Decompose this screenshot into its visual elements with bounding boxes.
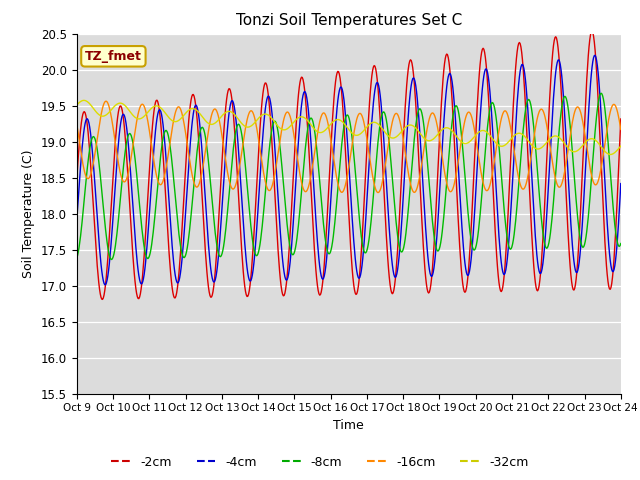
-32cm bbox=[431, 134, 439, 140]
-4cm bbox=[83, 116, 90, 122]
X-axis label: Time: Time bbox=[333, 419, 364, 432]
-2cm bbox=[83, 117, 90, 123]
Line: -8cm: -8cm bbox=[77, 93, 621, 260]
-32cm bbox=[617, 143, 625, 149]
-4cm bbox=[101, 282, 109, 288]
-4cm bbox=[140, 276, 147, 282]
-4cm bbox=[73, 216, 81, 222]
-8cm bbox=[140, 239, 147, 244]
-16cm bbox=[417, 170, 424, 176]
-8cm bbox=[108, 257, 115, 263]
-2cm bbox=[416, 172, 424, 178]
-32cm bbox=[606, 152, 614, 157]
-2cm bbox=[223, 91, 231, 97]
-2cm bbox=[99, 297, 106, 302]
-4cm bbox=[416, 125, 424, 131]
-16cm bbox=[73, 121, 81, 127]
Y-axis label: Soil Temperature (C): Soil Temperature (C) bbox=[22, 149, 35, 278]
-32cm bbox=[73, 102, 81, 108]
-4cm bbox=[223, 127, 231, 132]
-2cm bbox=[73, 176, 81, 181]
-8cm bbox=[416, 106, 424, 112]
-2cm bbox=[195, 136, 202, 142]
Line: -4cm: -4cm bbox=[77, 55, 621, 285]
-8cm bbox=[617, 240, 625, 246]
-16cm bbox=[140, 102, 147, 108]
-16cm bbox=[83, 175, 90, 180]
-16cm bbox=[374, 190, 382, 195]
-2cm bbox=[431, 217, 439, 223]
-8cm bbox=[431, 242, 439, 248]
-8cm bbox=[223, 210, 231, 216]
Line: -2cm: -2cm bbox=[77, 31, 621, 300]
-8cm bbox=[73, 255, 81, 261]
-32cm bbox=[140, 114, 147, 120]
-8cm bbox=[83, 171, 90, 177]
-32cm bbox=[80, 97, 88, 103]
Text: TZ_fmet: TZ_fmet bbox=[85, 50, 142, 63]
-32cm bbox=[84, 99, 92, 105]
-2cm bbox=[140, 263, 147, 269]
-2cm bbox=[588, 28, 596, 34]
Title: Tonzi Soil Temperatures Set C: Tonzi Soil Temperatures Set C bbox=[236, 13, 462, 28]
-16cm bbox=[102, 98, 110, 104]
-8cm bbox=[195, 137, 202, 143]
Legend: -2cm, -4cm, -8cm, -16cm, -32cm: -2cm, -4cm, -8cm, -16cm, -32cm bbox=[106, 451, 534, 474]
-16cm bbox=[195, 182, 202, 188]
-32cm bbox=[195, 109, 202, 115]
-2cm bbox=[617, 116, 625, 122]
-16cm bbox=[617, 127, 625, 132]
-4cm bbox=[431, 252, 439, 257]
-4cm bbox=[617, 180, 625, 186]
-8cm bbox=[597, 90, 605, 96]
-32cm bbox=[416, 130, 424, 135]
Line: -32cm: -32cm bbox=[77, 100, 621, 155]
-4cm bbox=[591, 52, 599, 58]
-32cm bbox=[223, 108, 231, 114]
-4cm bbox=[195, 112, 202, 118]
-16cm bbox=[433, 118, 440, 124]
Line: -16cm: -16cm bbox=[77, 101, 621, 192]
-16cm bbox=[223, 168, 231, 174]
